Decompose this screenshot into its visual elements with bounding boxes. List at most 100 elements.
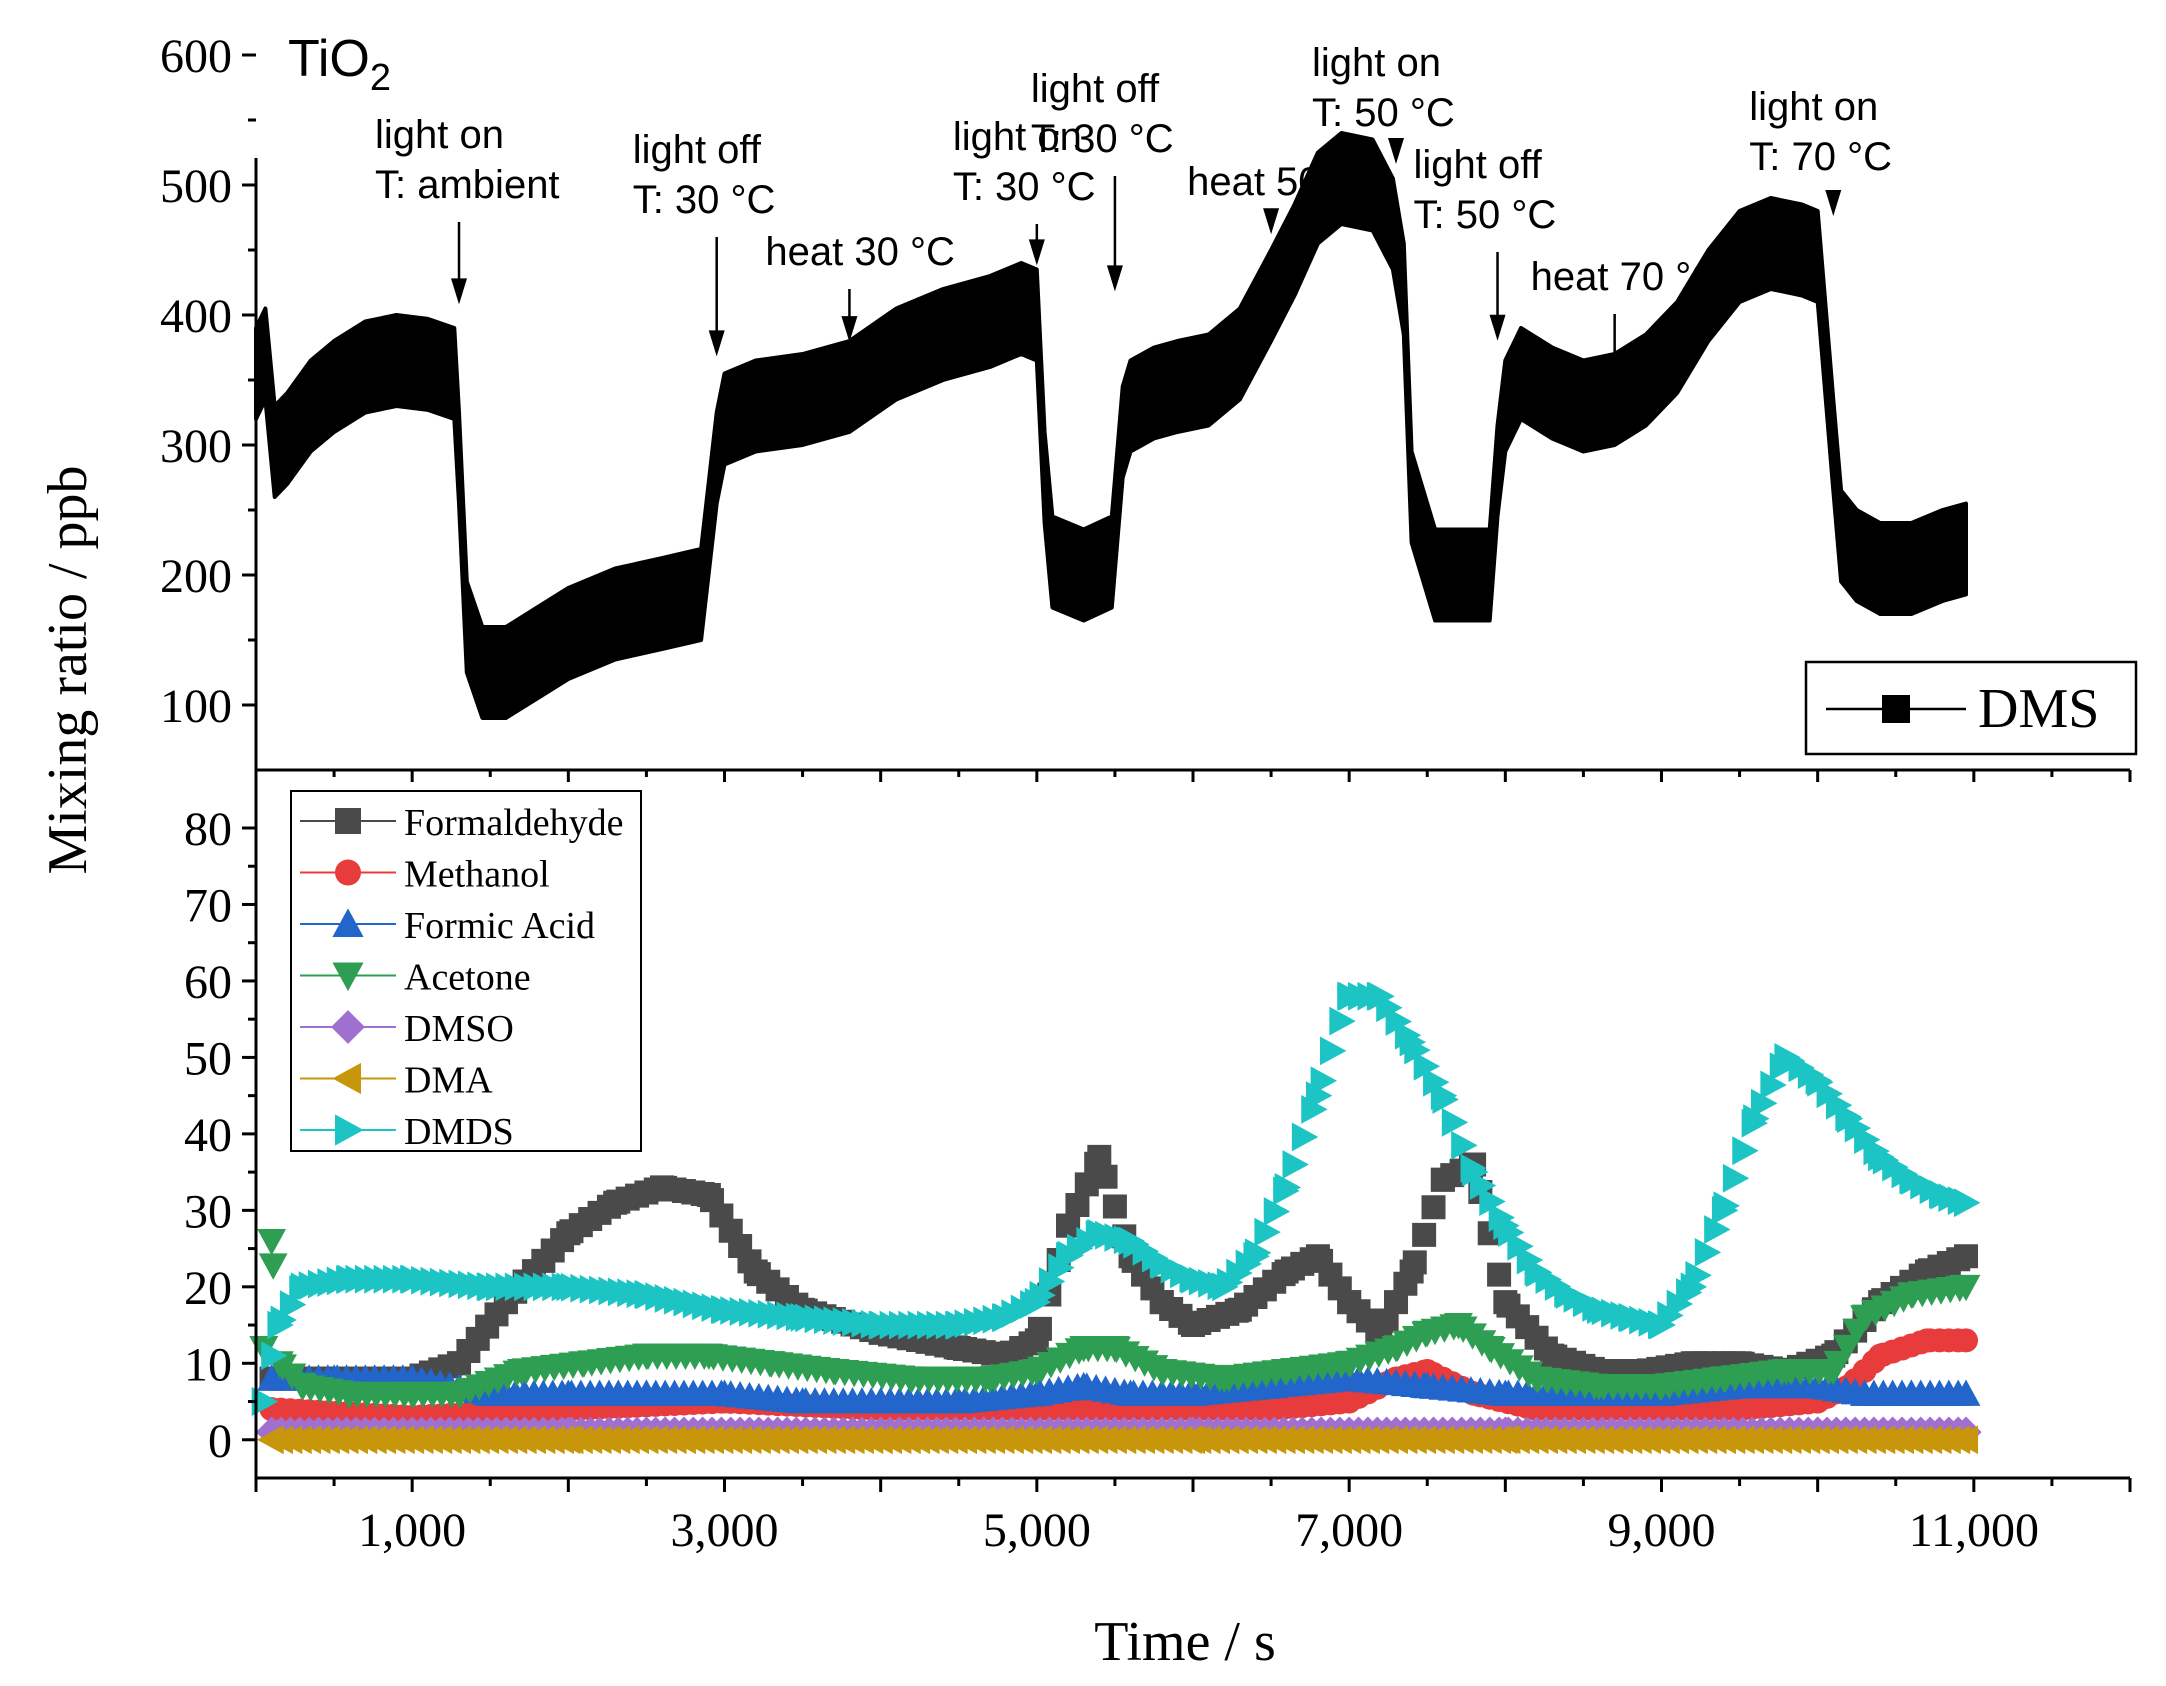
annotation-arrow-head: [1606, 356, 1623, 383]
acetone-point: [756, 1351, 786, 1378]
acetone-point: [335, 1381, 365, 1409]
annotation-text: light on: [375, 113, 504, 157]
annotation-text: T: 30 °C: [953, 165, 1096, 209]
legend-bottom: Formaldehyde Methanol Formic Acid Acetone DM…: [290, 790, 642, 1153]
formic-acid-point: [257, 1364, 287, 1391]
formic-acid-point: [632, 1379, 661, 1406]
legend-label: Formic Acid: [404, 905, 595, 947]
dmds-marker: [1751, 1088, 1778, 1118]
annotation-8: heat 70 °C: [1531, 255, 1720, 383]
acetone-point: [1647, 1374, 1676, 1401]
dmds-point: [1805, 1065, 1833, 1095]
formaldehyde-point: [1399, 1259, 1424, 1284]
annotation-arrow-head: [1028, 239, 1045, 266]
axes-layer: 100 200 300 400 500 600 0 10 20 30 40 50 60 70 80 1,000…: [160, 30, 2132, 1557]
chart-title: TiO2: [288, 30, 391, 99]
annotation-arrow-head: [451, 278, 468, 305]
dmds-marker: [1451, 1130, 1478, 1160]
annotation-text: T: 50 °C: [1312, 91, 1455, 135]
dmds-marker: [1704, 1215, 1731, 1244]
dmds-point: [1555, 1280, 1583, 1309]
top-y-tick-label: 100: [160, 680, 232, 733]
dmds-point: [1430, 1081, 1458, 1111]
annotation-arrow-head: [708, 330, 725, 357]
dmds-point: [1181, 1264, 1208, 1294]
acetone-point: [1147, 1358, 1177, 1386]
dma-point: [1490, 1425, 1518, 1455]
dmds-marker: [1732, 1136, 1759, 1166]
annotation-6: light on T: 50 °C: [1312, 41, 1455, 164]
formic-acid-point: [1412, 1371, 1442, 1399]
bottom-y-tick-label: 10: [184, 1338, 232, 1391]
bottom-x-tick-label: 5,000: [983, 1504, 1091, 1557]
dmds-point: [1399, 1027, 1427, 1057]
dms-series-band: [254, 131, 1968, 720]
acetone-point: [694, 1343, 724, 1371]
dmds-point: [1087, 1218, 1114, 1248]
legend-label: DMA: [404, 1060, 493, 1102]
annotation-text: light off: [1031, 67, 1160, 111]
acetone-point: [507, 1358, 536, 1386]
bottom-panel: [249, 981, 1982, 1455]
legend-label: DMSO: [404, 1008, 514, 1050]
dmds-point: [1305, 1081, 1333, 1111]
formaldehyde-point: [696, 1183, 721, 1208]
formaldehyde-point: [1954, 1244, 1979, 1269]
bottom-y-tick-label: 80: [184, 803, 232, 856]
formic-acid-point: [1069, 1371, 1099, 1399]
annotation-arrow-head: [1825, 190, 1842, 216]
acetone-series: [249, 1228, 1981, 1409]
formaldehyde-marker: [1074, 1172, 1099, 1197]
chart-title-subscript: 2: [370, 57, 391, 99]
dmds-series: [251, 981, 1981, 1416]
formic-acid-point: [1256, 1371, 1286, 1399]
acetone-point: [1951, 1274, 1981, 1302]
formic-acid-point: [710, 1379, 739, 1406]
bottom-y-tick-label: 60: [184, 956, 232, 1009]
annotation-text: heat 30 °C: [765, 230, 954, 274]
dmds-marker: [1516, 1245, 1544, 1275]
dmds-point: [868, 1310, 896, 1340]
acetone-point: [1100, 1336, 1130, 1363]
formic-acid-point: [944, 1387, 974, 1414]
bottom-x-tick-label: 1,000: [358, 1504, 466, 1557]
acetone-point: [1022, 1358, 1052, 1386]
dma-series: [257, 1425, 1979, 1455]
top-y-tick-label: 300: [160, 420, 232, 473]
top-y-tick-label: 600: [160, 30, 232, 83]
acetone-point: [632, 1343, 661, 1371]
formic-acid-point: [1725, 1371, 1754, 1399]
bottom-y-tick-label: 50: [184, 1032, 232, 1085]
annotation-text: T: ambient: [375, 163, 560, 207]
acetone-point: [257, 1228, 287, 1256]
acetone-point: [569, 1351, 599, 1378]
dmds-point: [946, 1310, 974, 1340]
formaldehyde-marker: [1487, 1262, 1512, 1287]
dmds-point: [1930, 1180, 1957, 1210]
dmds-point: [1680, 1272, 1708, 1302]
dmds-point: [1836, 1104, 1864, 1133]
legend-marker: [332, 962, 364, 992]
dmds-marker: [1282, 1150, 1309, 1179]
acetone-point: [1209, 1366, 1239, 1393]
formaldehyde-point: [556, 1221, 581, 1246]
annotation-text: T: 30 °C: [1031, 117, 1174, 161]
legend-label: Methanol: [404, 854, 550, 896]
dmds-point: [556, 1272, 583, 1302]
dmds-point: [634, 1280, 661, 1309]
formaldehyde-point: [1274, 1259, 1299, 1284]
acetone-marker: [258, 1253, 288, 1280]
dmds-marker: [1507, 1231, 1534, 1261]
formaldehyde-point: [1540, 1343, 1565, 1368]
dmds-marker: [261, 1341, 288, 1371]
methanol-point: [1259, 1397, 1284, 1422]
dmds-point: [1649, 1310, 1676, 1340]
formic-acid-point: [1116, 1379, 1145, 1406]
acetone-point: [1444, 1313, 1473, 1340]
dmds-point: [1056, 1241, 1083, 1271]
formaldehyde-point: [1056, 1213, 1081, 1238]
annotation-text: light off: [1414, 143, 1543, 187]
formaldehyde-marker: [1384, 1290, 1409, 1315]
top-panel: [254, 131, 1968, 720]
